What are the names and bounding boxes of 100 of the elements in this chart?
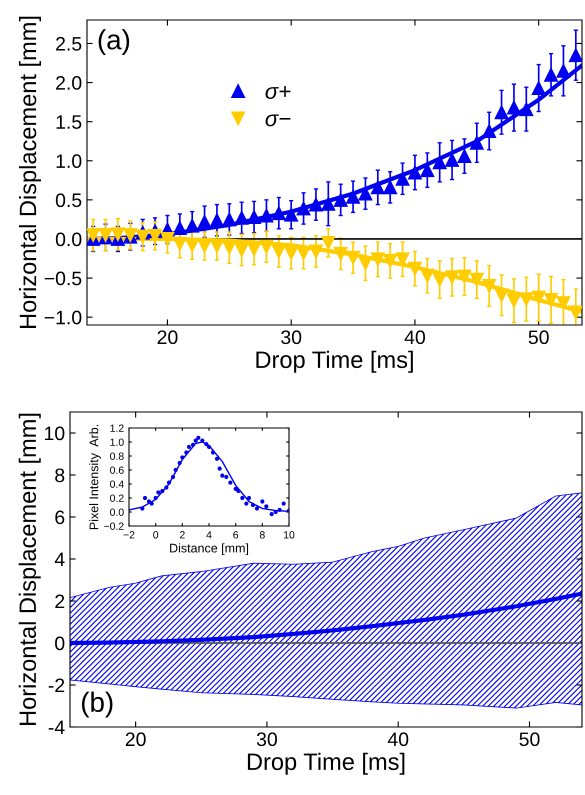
y-tick-label: 0.0 (56, 232, 82, 246)
point (282, 502, 286, 506)
x-tick-label: 50 (528, 330, 549, 344)
x-tick-label: 50 (519, 732, 540, 746)
point (470, 136, 484, 150)
point (172, 236, 187, 251)
point (408, 166, 422, 180)
point (470, 272, 484, 287)
point (140, 506, 144, 511)
point (136, 230, 150, 244)
point (432, 272, 447, 287)
legend-label: σ+ (266, 86, 290, 100)
point (156, 490, 160, 494)
point (244, 502, 248, 506)
point (278, 508, 282, 512)
point (284, 208, 298, 222)
point (494, 105, 509, 120)
point (568, 306, 582, 320)
point (519, 292, 534, 306)
point (186, 444, 192, 449)
point (236, 488, 240, 494)
point (532, 81, 546, 95)
point (220, 474, 224, 478)
point (264, 504, 268, 508)
point (228, 480, 232, 485)
point (166, 480, 172, 485)
point (234, 242, 249, 257)
point (198, 214, 212, 229)
point (170, 474, 176, 480)
y-tick-label: 4 (54, 552, 65, 566)
y-tick-label: 0.5 (56, 193, 82, 208)
y-tick-label: 1.2 (110, 424, 124, 432)
point (254, 506, 260, 511)
point (247, 242, 262, 256)
point (506, 294, 521, 308)
point (222, 212, 236, 226)
y-tick-label: 2.0 (56, 76, 82, 90)
point (210, 213, 224, 228)
y-tick-label: −0.2 (104, 522, 124, 530)
x-tick-label: 20 (158, 330, 178, 344)
point (218, 466, 222, 471)
point (321, 236, 336, 250)
point (234, 210, 249, 225)
point (432, 155, 447, 170)
point (146, 499, 152, 504)
point (160, 232, 174, 246)
point (506, 100, 521, 115)
point (178, 460, 182, 466)
point (172, 221, 187, 235)
y-tick-label: −0.5 (44, 272, 82, 286)
annotation: (b) (82, 692, 112, 718)
y-axis-title: Horizontal Displacement [mm] (18, 16, 41, 328)
point (204, 442, 208, 446)
point (246, 496, 252, 500)
y-axis-title: Horizontal Displacement [mm] (18, 414, 41, 726)
y-tick-label: 0.0 (110, 508, 124, 516)
y-tick-label: 2 (55, 594, 64, 608)
point (544, 68, 558, 82)
x-axis-title: Distance [mm] (170, 543, 248, 555)
point (240, 496, 244, 500)
point (190, 442, 196, 447)
x-tick-label: −2 (124, 531, 134, 538)
point (445, 153, 460, 167)
y-tick-label: 1.0 (110, 438, 124, 446)
y-tick-label: 6 (55, 510, 64, 524)
point (200, 438, 204, 443)
point (358, 186, 372, 201)
point (274, 510, 278, 514)
point (272, 206, 286, 220)
y-tick-label: -2 (48, 678, 64, 692)
point (556, 296, 570, 310)
point (284, 246, 298, 260)
point (494, 288, 509, 302)
point (184, 450, 188, 455)
point (164, 485, 168, 490)
x-tick-label: 40 (404, 330, 425, 344)
point (396, 172, 410, 186)
point (224, 474, 228, 480)
point (250, 502, 256, 508)
y-tick-label: 8 (55, 468, 64, 482)
point (234, 486, 238, 491)
y-tick-label: −1.0 (44, 310, 82, 324)
x-tick-label: 30 (281, 330, 302, 344)
point (214, 456, 220, 461)
y-tick-label: 0.4 (110, 480, 124, 488)
point (383, 180, 398, 194)
point (154, 496, 158, 500)
point (270, 512, 274, 516)
y-tick-label: 2.5 (56, 36, 82, 51)
point (150, 502, 154, 506)
point (482, 124, 496, 138)
legend-label: σ− (266, 114, 290, 126)
point (383, 254, 398, 268)
y-tick-label: 0.6 (110, 466, 124, 474)
point (445, 270, 460, 284)
point (160, 488, 164, 494)
point (358, 256, 372, 270)
x-tick-label: 40 (388, 732, 408, 746)
point (259, 208, 274, 222)
point (148, 228, 162, 243)
